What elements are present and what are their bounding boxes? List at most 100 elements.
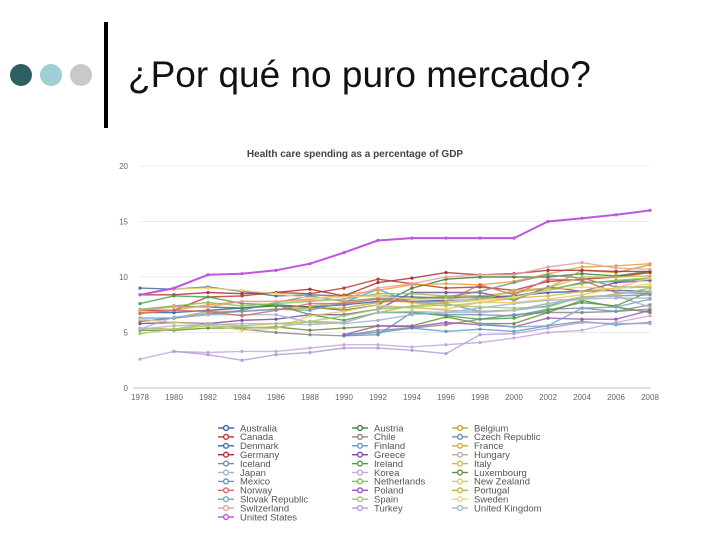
legend-label-australia: Australia — [240, 423, 278, 434]
data-point-switzerland — [138, 308, 142, 312]
data-point-germany — [648, 269, 652, 274]
data-point-netherlands — [206, 300, 210, 305]
data-point-slovak-republic — [648, 297, 652, 301]
data-point-chile — [648, 303, 652, 307]
data-point-france — [206, 303, 210, 307]
data-point-new-zealand — [138, 317, 142, 321]
data-point-sweden — [478, 298, 482, 302]
x-tick-label: 1986 — [267, 393, 285, 402]
data-point-united-states — [274, 268, 278, 272]
data-point-switzerland — [376, 286, 380, 290]
legend-label-spain: Spain — [374, 495, 398, 506]
data-point-new-zealand — [376, 303, 380, 307]
data-point-poland — [614, 317, 618, 321]
data-point-turkey — [614, 322, 618, 326]
data-point-united-states — [240, 272, 244, 276]
data-point-switzerland — [614, 266, 618, 270]
data-point-japan — [172, 315, 176, 319]
data-point-turkey — [648, 322, 652, 326]
data-point-sweden — [274, 292, 278, 296]
legend-marker-mexico — [222, 478, 230, 485]
data-point-greece — [240, 318, 244, 322]
data-point-denmark — [138, 286, 142, 290]
data-point-new-zealand — [240, 328, 244, 332]
data-point-switzerland — [308, 298, 312, 302]
data-point-austria — [478, 275, 482, 279]
data-point-sweden — [410, 297, 414, 301]
data-point-norway — [580, 278, 584, 282]
data-point-poland — [342, 333, 346, 337]
data-point-netherlands — [444, 294, 448, 298]
data-point-korea — [274, 349, 278, 353]
data-point-sweden — [614, 287, 618, 291]
data-point-switzerland — [342, 297, 346, 301]
data-point-spain — [512, 306, 516, 310]
data-point-germany — [376, 280, 380, 285]
data-point-iceland — [512, 280, 516, 285]
data-point-sweden — [546, 288, 550, 292]
data-point-new-zealand — [546, 297, 550, 301]
data-point-united-kingdom — [172, 324, 176, 328]
data-point-luxembourg — [342, 326, 346, 330]
legend-label-ireland: Ireland — [374, 459, 403, 470]
legend-label-greece: Greece — [374, 450, 405, 461]
data-point-iceland — [546, 273, 550, 277]
legend-label-japan: Japan — [240, 468, 266, 479]
data-point-poland — [648, 308, 652, 312]
data-point-sweden — [444, 297, 448, 301]
series-line-czech-republic — [343, 307, 651, 337]
data-point-united-states — [206, 273, 210, 277]
series-line-japan — [139, 297, 650, 330]
data-point-united-states — [546, 219, 550, 224]
legend-label-united-states: United States — [240, 512, 297, 523]
data-point-sweden — [240, 288, 244, 292]
data-point-korea — [308, 346, 312, 350]
data-point-slovak-republic — [580, 306, 584, 310]
data-point-denmark — [410, 295, 414, 299]
data-point-portugal — [614, 275, 618, 279]
x-tick-label: 1990 — [335, 393, 353, 402]
data-point-netherlands — [376, 292, 380, 296]
data-point-ireland — [206, 295, 210, 299]
legend-label-canada: Canada — [240, 432, 274, 443]
data-point-canada — [240, 294, 244, 298]
series-line-slovak-republic — [479, 298, 651, 328]
data-point-poland — [376, 324, 380, 328]
bullet-dot — [70, 64, 92, 86]
data-point-spain — [274, 326, 278, 330]
data-point-turkey — [580, 320, 584, 325]
series-line-sweden — [139, 283, 651, 302]
legend-label-netherlands: Netherlands — [374, 477, 425, 488]
data-point-mexico — [512, 329, 516, 333]
data-point-germany — [444, 270, 448, 275]
data-point-germany — [410, 276, 414, 280]
data-point-netherlands — [274, 302, 278, 306]
x-tick-label: 1984 — [233, 393, 251, 402]
data-point-canada — [478, 285, 482, 289]
legend-marker-france — [456, 442, 464, 449]
data-point-new-zealand — [648, 276, 652, 280]
data-point-norway — [206, 309, 210, 314]
data-point-slovak-republic — [614, 305, 618, 309]
x-tick-label: 1994 — [403, 393, 421, 402]
data-point-united-kingdom — [478, 310, 482, 315]
data-point-united-states — [376, 238, 380, 242]
legend-label-czech-republic: Czech Republic — [474, 432, 541, 443]
data-point-sweden — [206, 286, 210, 290]
data-point-poland — [410, 325, 414, 329]
data-point-slovak-republic — [512, 325, 516, 329]
bullet-dot — [40, 64, 62, 86]
data-point-italy — [580, 289, 584, 294]
data-point-united-kingdom — [376, 310, 380, 315]
data-point-belgium — [512, 290, 516, 295]
data-point-turkey — [376, 346, 380, 350]
data-point-spain — [342, 314, 346, 318]
data-point-turkey — [240, 358, 244, 362]
data-point-luxembourg — [308, 328, 312, 332]
data-point-spain — [546, 305, 550, 309]
data-point-portugal — [512, 288, 516, 292]
x-tick-label: 1996 — [437, 393, 455, 402]
data-point-belgium — [342, 306, 346, 310]
data-point-united-states — [512, 236, 516, 240]
data-point-korea — [648, 314, 652, 318]
